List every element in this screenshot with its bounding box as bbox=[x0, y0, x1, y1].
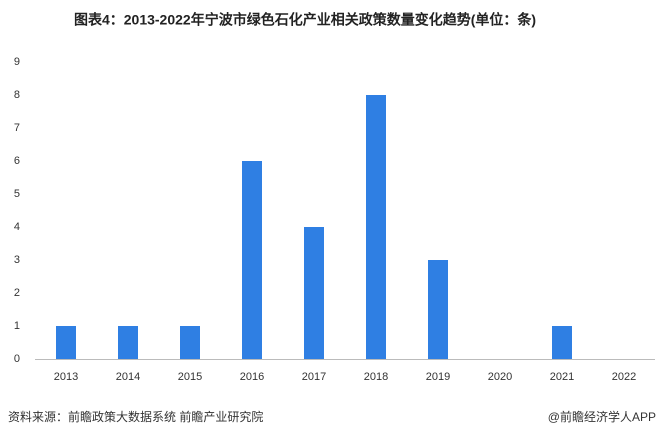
y-tick-label: 5 bbox=[14, 188, 20, 200]
x-tick-label: 2016 bbox=[240, 371, 264, 383]
bar bbox=[242, 161, 262, 359]
bar bbox=[552, 326, 572, 359]
y-tick-label: 0 bbox=[14, 353, 20, 365]
credit: @前瞻经济学人APP bbox=[548, 409, 656, 424]
x-tick-label: 2019 bbox=[426, 371, 450, 383]
x-tick-label: 2021 bbox=[550, 371, 574, 383]
x-tick-label: 2018 bbox=[364, 371, 388, 383]
y-tick-label: 6 bbox=[14, 155, 20, 167]
y-tick-label: 8 bbox=[14, 89, 20, 101]
bar bbox=[304, 227, 324, 359]
x-tick-label: 2020 bbox=[488, 371, 512, 383]
bar bbox=[118, 326, 138, 359]
y-tick-label: 2 bbox=[14, 287, 20, 299]
y-tick-label: 3 bbox=[14, 254, 20, 266]
bar bbox=[180, 326, 200, 359]
y-tick-label: 1 bbox=[14, 320, 20, 332]
x-tick-label: 2017 bbox=[302, 371, 326, 383]
x-tick-label: 2013 bbox=[54, 371, 78, 383]
x-tick-label: 2015 bbox=[178, 371, 202, 383]
bar bbox=[366, 95, 386, 359]
bar bbox=[428, 260, 448, 359]
source-note: 资料来源：前瞻政策大数据系统 前瞻产业研究院 bbox=[8, 409, 263, 424]
x-tick-label: 2014 bbox=[116, 371, 140, 383]
y-tick-label: 4 bbox=[14, 221, 20, 233]
bar bbox=[56, 326, 76, 359]
x-tick-label: 2022 bbox=[612, 371, 636, 383]
y-tick-label: 7 bbox=[14, 122, 20, 134]
chart-title: 图表4：2013-2022年宁波市绿色石化产业相关政策数量变化趋势(单位：条) bbox=[74, 12, 536, 28]
y-tick-label: 9 bbox=[14, 56, 20, 68]
